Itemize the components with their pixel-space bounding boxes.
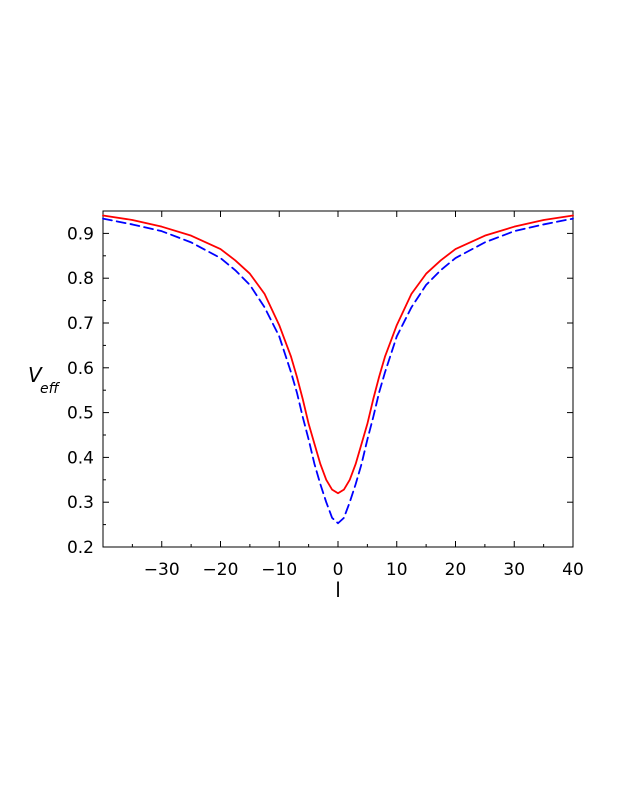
x-tick-label: 30 — [503, 560, 525, 580]
x-tick-label: 40 — [562, 560, 584, 580]
x-tick-labels: −30 −20 −10 0 10 20 30 40 — [144, 560, 584, 580]
y-tick-label: 0.5 — [67, 404, 94, 424]
y-tick-label: 0.2 — [67, 538, 94, 558]
x-tick-label: 10 — [386, 560, 408, 580]
y-tick-label: 0.3 — [67, 493, 94, 513]
y-tick-label: 0.7 — [67, 314, 94, 334]
x-tick-label: −20 — [203, 560, 239, 580]
series-line-2 — [102, 217, 574, 525]
x-axis-label: l — [335, 578, 341, 602]
y-tick-label: 0.8 — [67, 269, 94, 289]
y-axis-label: V — [28, 363, 43, 387]
y-tick-labels: 0.2 0.3 0.4 0.5 0.6 0.7 0.8 0.9 — [67, 224, 94, 558]
x-tick-label: 0 — [333, 560, 344, 580]
y-tick-label: 0.6 — [67, 359, 94, 379]
series-layer — [102, 214, 574, 525]
axis-ticks — [103, 210, 574, 548]
x-tick-label: −10 — [261, 560, 297, 580]
plot-frame — [102, 210, 574, 548]
y-axis-label-subscript: eff — [40, 381, 61, 397]
x-tick-label: 20 — [445, 560, 467, 580]
y-tick-label: 0.4 — [67, 448, 94, 468]
x-tick-label: −30 — [144, 560, 180, 580]
y-tick-label: 0.9 — [67, 224, 94, 244]
series-line-1 — [102, 214, 574, 495]
